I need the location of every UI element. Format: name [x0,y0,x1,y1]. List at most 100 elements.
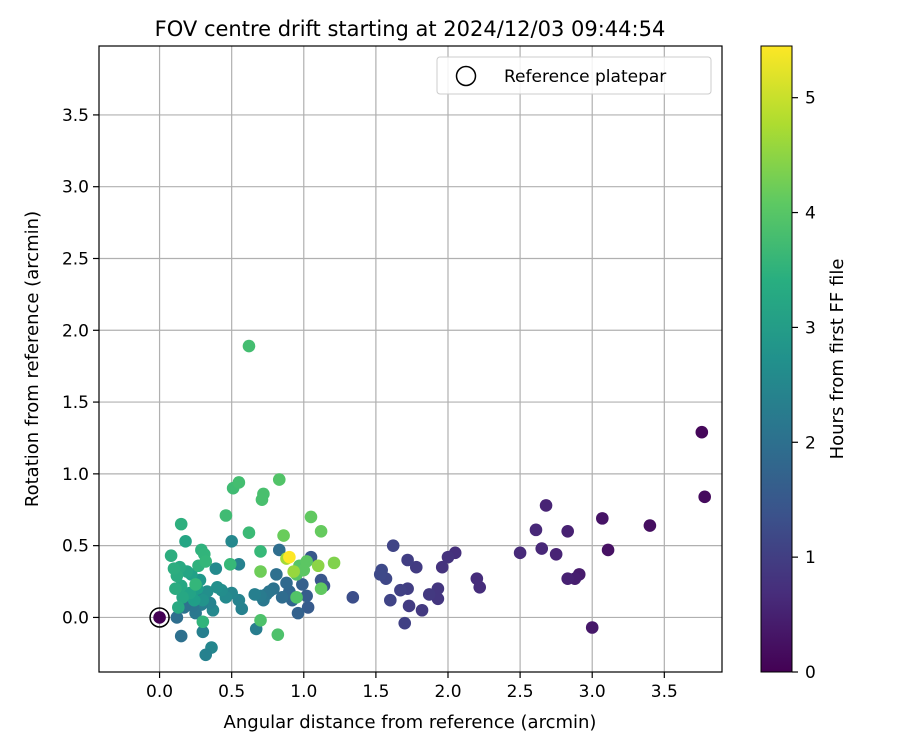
data-point [561,572,574,585]
legend-marker-circle-icon [455,65,477,87]
data-point [394,583,407,597]
data-point [402,599,416,613]
data-point [232,476,246,489]
data-point [384,593,397,607]
y-tick-label: 3.0 [62,178,89,198]
data-point [257,487,270,501]
y-tick-label: 1.5 [62,393,89,413]
data-point [254,545,267,558]
legend: Reference platepar [436,56,712,95]
x-tick-label: 2.5 [507,682,534,702]
data-point [172,601,185,614]
data-point [300,555,313,568]
x-tick-label: 3.0 [579,682,606,702]
data-point [179,535,192,548]
data-point [174,629,188,643]
data-point [643,519,657,532]
data-point [435,560,449,574]
data-point [242,339,256,353]
data-point [196,615,210,629]
data-points [153,339,711,662]
data-point [219,509,233,522]
data-point [346,591,360,604]
chart-title: FOV centre drift starting at 2024/12/03 … [155,17,666,41]
reference-platepar-marker [149,607,170,628]
data-point [373,568,387,581]
data-point [415,603,429,617]
data-point [210,580,224,594]
data-point [301,601,315,614]
y-tick-label: 2.5 [62,249,89,269]
data-point [170,611,184,624]
data-point [176,591,189,604]
colorbar-tick-label: 3 [805,318,816,338]
data-point [314,582,328,596]
y-tick-label: 0.5 [62,537,89,557]
data-point [290,591,303,604]
x-tick-label: 3.5 [651,682,678,702]
y-axis-ticks: 0.0 0.5 1.0 1.5 2.0 2.5 3.0 3.5 [62,106,99,628]
data-point [529,523,543,537]
data-point [386,539,400,552]
data-point [327,556,341,570]
data-point [470,572,484,585]
data-point [164,549,178,563]
x-tick-label: 0.0 [146,682,173,702]
data-point [270,568,283,581]
data-point [513,546,527,560]
legend-box [436,56,712,95]
colorbar-ticks: 0 1 2 3 4 5 [792,89,816,683]
plot-frame [98,45,723,673]
data-point [585,621,599,634]
data-point [441,550,455,564]
colorbar-tick-label: 0 [805,663,816,683]
data-point [296,578,309,591]
data-point [254,614,267,627]
data-point [601,543,615,557]
data-point [561,524,574,538]
grid-lines [99,46,722,672]
data-point [695,425,709,439]
data-point [232,558,246,571]
data-point [596,512,609,525]
data-point [223,558,237,571]
data-point [280,576,293,590]
data-point [174,517,188,531]
data-point [254,565,267,578]
data-point [275,591,289,604]
data-point [398,616,412,630]
data-point [272,543,286,557]
colorbar-tick-label: 1 [805,548,816,568]
x-tick-label: 0.5 [218,682,245,702]
data-point [698,490,711,504]
data-point [153,611,166,624]
colorbar-label: Hours from first FF file [827,259,848,460]
data-point [199,648,213,662]
data-point [189,578,202,591]
data-point [225,535,238,548]
y-tick-label: 3.5 [62,106,89,126]
data-point [248,588,262,601]
legend-entry-reference: Reference platepar [504,67,666,87]
data-point [535,542,549,555]
data-point [169,582,182,596]
data-point [314,524,328,538]
colorbar-tick-label: 5 [805,89,816,109]
data-point [271,628,285,641]
colorbar: 0 1 2 3 4 5 Hours from first FF file [760,45,848,683]
y-tick-label: 0.0 [62,608,89,628]
data-point [277,529,290,542]
colorbar-tick-label: 2 [805,433,816,453]
data-point [311,559,325,573]
x-axis-label: Angular distance from reference (arcmin) [224,712,597,733]
y-tick-label: 1.0 [62,465,89,485]
data-point [300,589,313,603]
x-axis-ticks: 0.0 0.5 1.0 1.5 2.0 2.5 3.0 3.5 [146,672,678,702]
data-point [209,562,223,575]
data-point [291,606,305,620]
data-point [401,553,414,567]
data-point [539,499,553,512]
y-axis-label: Rotation from reference (arcmin) [22,211,43,507]
x-tick-label: 1.0 [290,682,317,702]
